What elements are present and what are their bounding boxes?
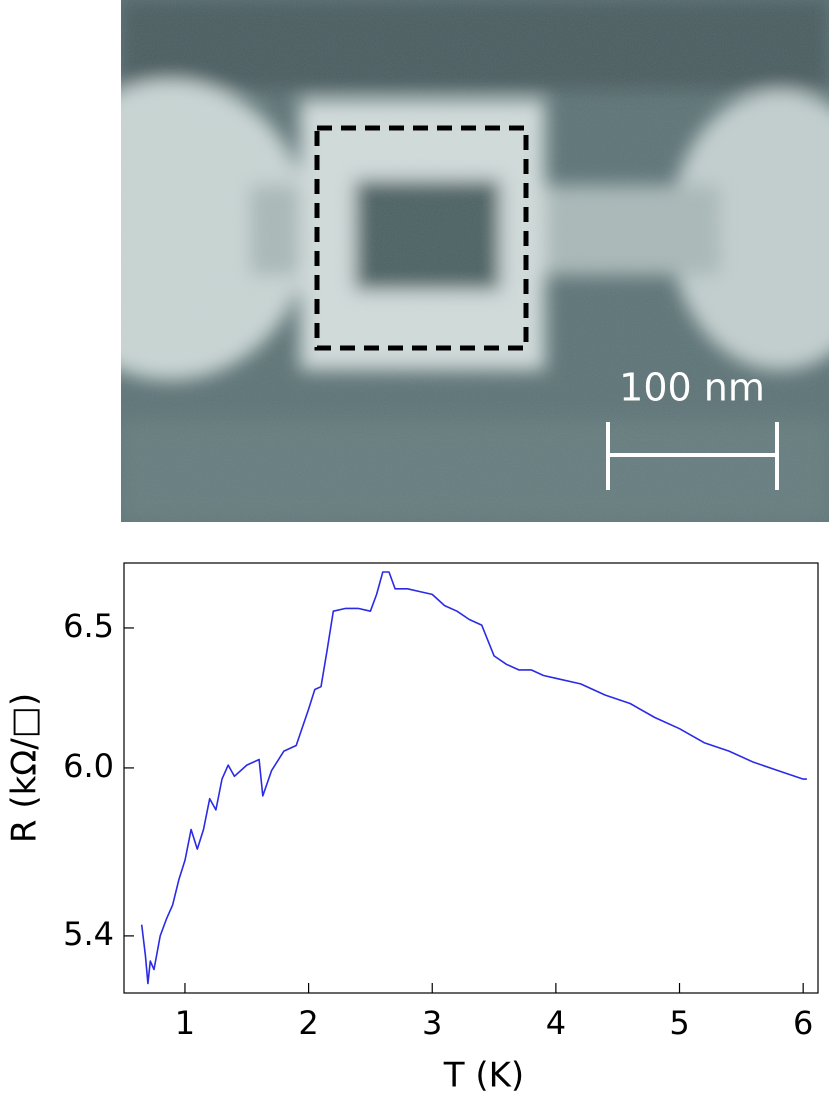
sem-image: 100 nm	[121, 0, 829, 522]
plot-frame	[123, 562, 819, 994]
y-tick-label: 6.0	[63, 747, 114, 785]
y-tick-label: 5.4	[63, 915, 114, 953]
scale-bar-label: 100 nm	[619, 366, 765, 410]
x-tick-label: 1	[175, 1004, 195, 1042]
x-axis-label: T (K)	[443, 1056, 524, 1096]
x-tick-label: 4	[546, 1004, 566, 1042]
y-tick-label: 6.5	[63, 607, 114, 645]
x-tick-label: 2	[298, 1004, 318, 1042]
y-axis-label: R (kΩ/□)	[5, 693, 45, 843]
x-tick-label: 3	[422, 1004, 442, 1042]
x-tick-label: 6	[793, 1004, 813, 1042]
plot: T (K) R (kΩ/□) 1 2 3 4 5 6 5.4 6.0 6.5	[5, 562, 819, 1096]
x-tick-label: 5	[669, 1004, 689, 1042]
data-line	[140, 571, 807, 985]
